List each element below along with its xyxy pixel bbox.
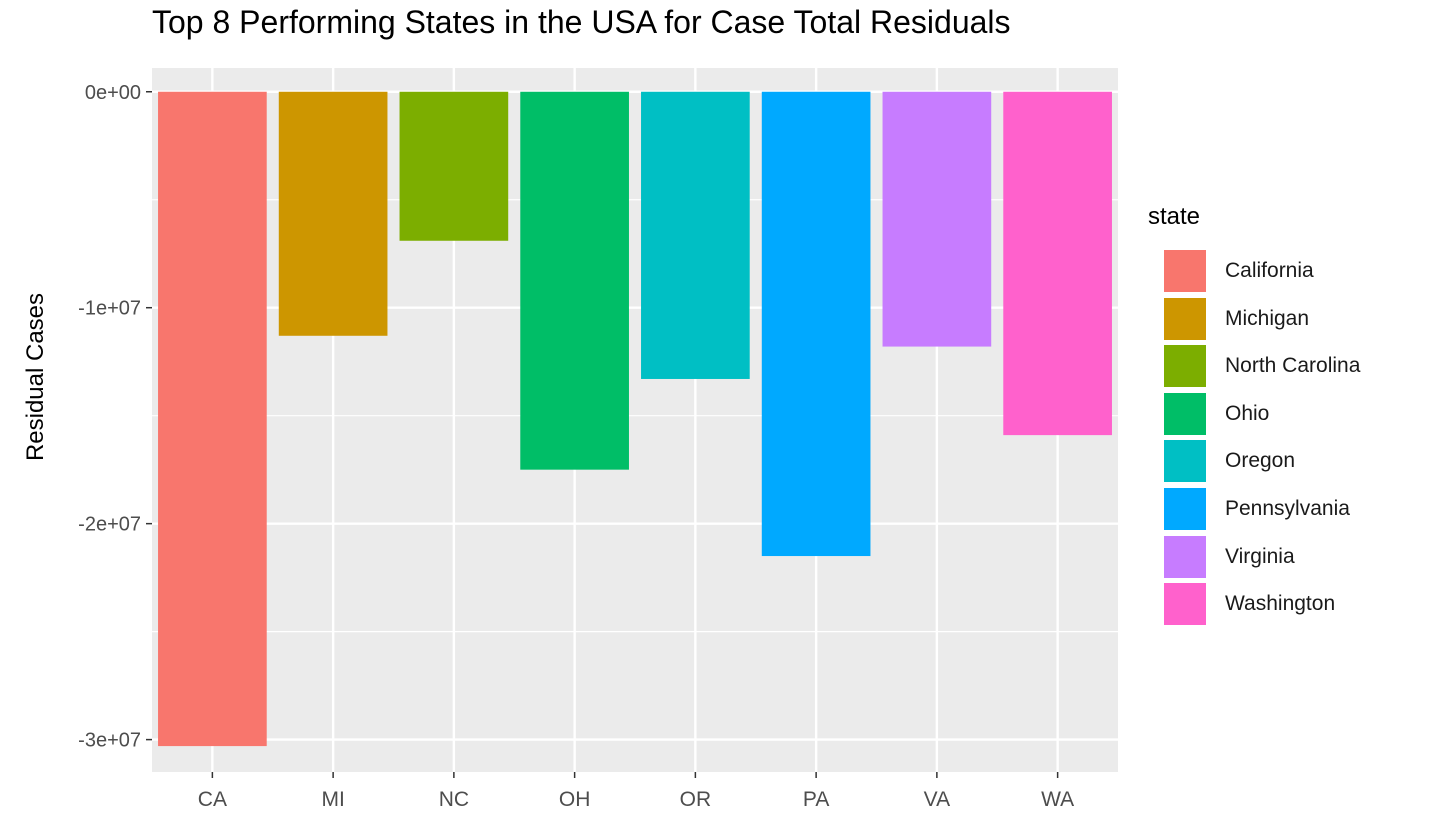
x-tick-label: MI [321, 788, 344, 811]
legend-label: Ohio [1225, 401, 1270, 425]
y-tick-label: 0e+00 [85, 82, 141, 104]
x-tick-label: WA [1041, 788, 1074, 811]
y-tick-label: -2e+07 [78, 514, 141, 536]
y-tick-label: -1e+07 [78, 298, 141, 320]
x-tick-label: OH [559, 788, 591, 811]
legend-item: Ohio [1163, 390, 1423, 436]
legend-item: North Carolina [1163, 342, 1423, 389]
legend-key-swatch [1163, 487, 1207, 531]
legend-key-swatch [1163, 296, 1207, 341]
chart-title: Top 8 Performing States in the USA for C… [152, 4, 1011, 40]
legend-label: Pennsylvania [1225, 497, 1350, 520]
legend-item: Oregon [1163, 437, 1423, 484]
legend-item: Washington [1163, 580, 1423, 627]
bar-oh [520, 91, 629, 470]
x-tick-label: CA [198, 788, 227, 811]
legend-item: Virginia [1163, 533, 1423, 579]
legend-item: California [1163, 247, 1423, 293]
bar-va [882, 91, 992, 347]
y-tick-label: -3e+07 [78, 730, 141, 752]
legend-item: Michigan [1163, 295, 1423, 341]
legend-item: Pennsylvania [1163, 485, 1423, 531]
bar-wa [1003, 91, 1112, 436]
legend-key-swatch [1163, 582, 1207, 627]
bar-mi [278, 91, 388, 336]
bar-nc [399, 91, 509, 241]
bar-or [641, 91, 750, 379]
legend-label: Washington [1225, 592, 1336, 616]
legend-title: state [1148, 203, 1201, 230]
legend-key-swatch [1163, 439, 1207, 484]
legend-label: North Carolina [1225, 354, 1361, 378]
x-tick-label: VA [924, 788, 950, 811]
x-tick-label: NC [439, 788, 469, 811]
bar-ca [158, 91, 267, 747]
legend-label: Michigan [1225, 306, 1310, 330]
legend-key-swatch [1163, 534, 1207, 579]
legend-label: Virginia [1225, 544, 1295, 568]
legend-key-swatch [1163, 249, 1207, 293]
x-tick-label: PA [803, 788, 829, 811]
legend-label: California [1225, 259, 1314, 282]
legend-label: Oregon [1225, 449, 1296, 473]
bar-pa [761, 91, 871, 557]
legend-key-swatch [1163, 344, 1207, 389]
x-tick-label: OR [680, 788, 712, 811]
legend-key-swatch [1163, 391, 1207, 436]
